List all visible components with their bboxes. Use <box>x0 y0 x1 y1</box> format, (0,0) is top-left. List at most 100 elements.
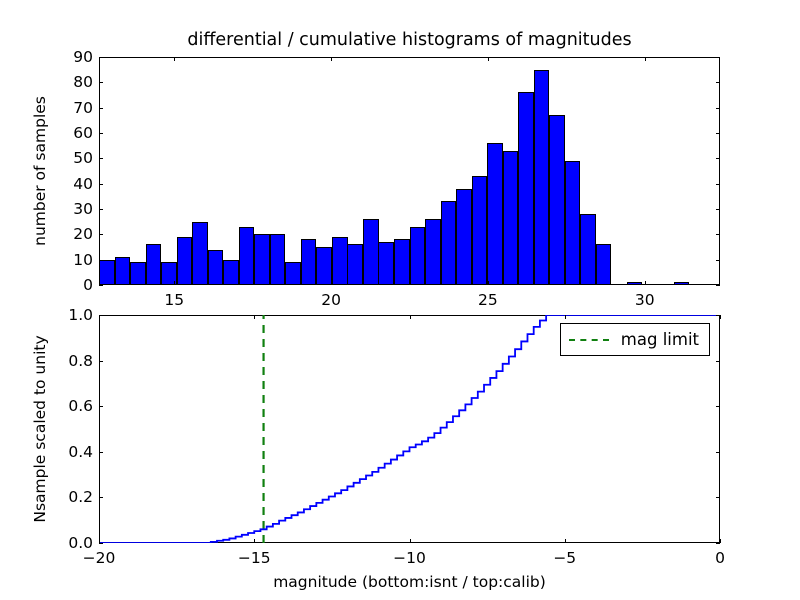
x-tick-mark <box>564 315 566 319</box>
histogram-bar <box>425 219 441 285</box>
histogram-bar <box>471 176 488 285</box>
y-tick-mark <box>99 183 103 185</box>
cumulative-curve-plot <box>99 315 720 543</box>
histogram-bar <box>316 247 332 285</box>
y-tick-mark <box>99 451 103 453</box>
histogram-bar <box>487 143 503 285</box>
y-tick-mark <box>716 133 720 134</box>
x-tick-mark <box>409 539 411 543</box>
x-tick-mark <box>644 281 646 285</box>
y-tick-mark <box>99 497 103 499</box>
figure-title: differential / cumulative histograms of … <box>187 30 632 50</box>
x-tick-mark <box>720 315 721 319</box>
x-tick-mark <box>487 57 489 61</box>
y-tick-label: 70 <box>73 98 93 117</box>
x-tick-mark <box>331 281 333 285</box>
x-tick-mark <box>564 539 566 543</box>
histogram-bar <box>99 259 115 285</box>
y-axis-title-bottom: Nsample scaled to unity <box>31 335 49 523</box>
y-tick-mark <box>99 158 103 160</box>
y-tick-mark <box>716 406 720 408</box>
y-tick-mark <box>716 57 720 58</box>
x-tick-mark <box>644 57 646 61</box>
y-tick-mark <box>99 133 103 134</box>
y-tick-label: 60 <box>73 124 93 142</box>
y-tick-label: 90 <box>73 48 93 66</box>
x-tick-mark <box>174 57 176 61</box>
y-tick-mark <box>716 183 720 185</box>
histogram-bar <box>533 69 550 285</box>
histogram-bar <box>269 234 286 285</box>
y-tick-label: 0.2 <box>68 488 93 507</box>
y-tick-label: 20 <box>73 225 93 244</box>
x-tick-mark <box>720 539 721 543</box>
legend[interactable]: mag limit <box>559 323 710 356</box>
y-tick-mark <box>99 82 103 84</box>
y-tick-mark <box>716 82 720 84</box>
histogram-bar <box>595 244 612 285</box>
y-tick-label: 0 <box>83 276 93 294</box>
y-tick-mark <box>99 259 103 261</box>
histogram-bar <box>254 234 270 285</box>
y-tick-label: 1.0 <box>68 306 93 324</box>
x-tick-label: 0 <box>715 549 725 567</box>
x-tick-label: −20 <box>82 549 116 567</box>
histogram-bar <box>130 262 146 285</box>
histogram-bar <box>394 239 410 285</box>
histogram-bar <box>502 150 519 285</box>
y-tick-label: 10 <box>73 250 93 269</box>
differential-histogram-axes: 0 10 20 30 40 50 60 70 80 90 15 20 25 30 number of sa… <box>31 48 720 309</box>
histogram-bar <box>564 160 581 285</box>
y-tick-mark <box>99 285 103 286</box>
cumulative-histogram-axes: 0.0 0.2 0.4 0.6 0.8 1.0 −20 −15 −10 −5 0 Nsample s… <box>31 306 725 591</box>
y-tick-mark <box>716 158 720 160</box>
y-tick-label: 0.6 <box>68 397 93 416</box>
histogram-bar <box>347 244 363 285</box>
histogram-bar <box>378 241 394 285</box>
x-tick-label: −15 <box>237 549 271 567</box>
y-tick-mark <box>99 315 103 316</box>
histogram-bar <box>176 236 193 285</box>
histogram-bar <box>114 257 131 285</box>
x-tick-label: 25 <box>478 291 498 309</box>
histogram-bar <box>145 244 162 285</box>
histogram-bar <box>332 236 348 285</box>
mag-limit-legend-line-icon <box>568 338 609 341</box>
y-tick-label: 30 <box>73 200 93 218</box>
x-tick-mark <box>409 315 411 319</box>
histogram-bar <box>440 201 457 285</box>
histogram-bar <box>223 259 239 285</box>
y-tick-mark <box>716 285 720 286</box>
x-tick-mark <box>174 281 176 285</box>
histogram-bar <box>626 282 643 285</box>
y-tick-mark <box>99 57 103 58</box>
x-tick-label: 30 <box>634 291 655 309</box>
y-tick-mark <box>716 315 720 316</box>
histogram-bar <box>456 188 472 285</box>
histogram-bar <box>192 221 208 285</box>
histogram-bar <box>580 214 596 285</box>
y-tick-label: 0.0 <box>68 534 93 552</box>
histogram-bar <box>161 262 177 285</box>
y-tick-mark <box>716 497 720 499</box>
x-tick-mark <box>487 281 489 285</box>
x-tick-label: 20 <box>321 291 341 309</box>
histogram-bar <box>673 282 690 285</box>
histogram-bars <box>99 57 720 285</box>
y-tick-mark <box>99 209 103 210</box>
y-tick-mark <box>716 107 720 109</box>
x-axis-title: magnitude (bottom:isnt / top:calib) <box>273 573 546 591</box>
y-tick-mark <box>99 360 103 362</box>
y-tick-mark <box>716 234 720 236</box>
y-tick-label: 40 <box>73 174 93 193</box>
histogram-bar <box>207 249 224 285</box>
x-tick-mark <box>99 315 100 319</box>
y-tick-mark <box>716 259 720 261</box>
y-tick-mark <box>99 107 103 109</box>
histogram-bar <box>300 239 317 285</box>
y-tick-label: 0.8 <box>68 351 93 370</box>
y-tick-mark <box>716 543 720 544</box>
histogram-bar <box>238 226 255 285</box>
y-tick-label: 80 <box>73 73 93 92</box>
